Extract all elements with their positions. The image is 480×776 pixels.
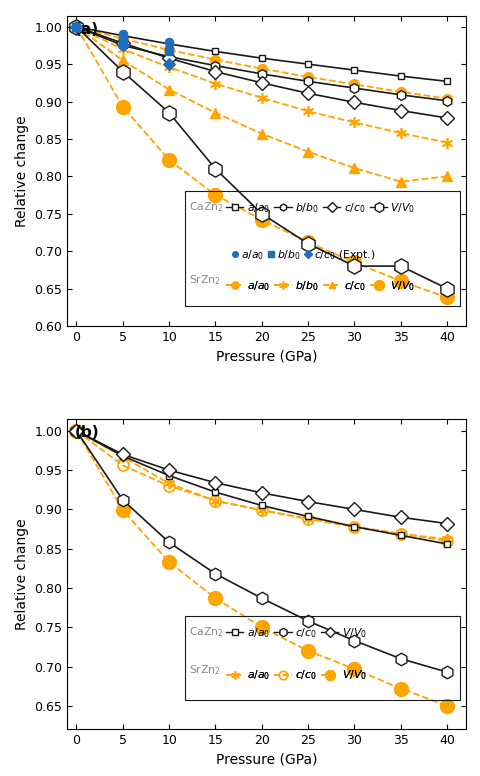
Point [119,40,127,52]
Text: SrZn$_2$: SrZn$_2$ [189,663,220,677]
Point [165,45,173,57]
Bar [185,191,460,306]
Text: CaZn$_2$: CaZn$_2$ [189,625,223,639]
Text: SrZn$_2$: SrZn$_2$ [189,274,220,287]
Point [165,58,173,71]
Text: CaZn$_2$: CaZn$_2$ [189,200,223,214]
Point [119,33,127,46]
Text: (b): (b) [75,425,100,440]
Legend: $a/a_0$, $c/c_0$, $V/V_0$: $a/a_0$, $c/c_0$, $V/V_0$ [226,668,367,682]
Point [72,20,80,33]
Point [119,28,127,40]
Point [72,20,80,33]
Point [165,36,173,48]
Y-axis label: Relative change: Relative change [15,518,29,630]
Legend: $a/a_0$, $b/b_0$, $c/c_0$, $V/V_0$: $a/a_0$, $b/b_0$, $c/c_0$, $V/V_0$ [226,279,415,293]
Bar [185,616,460,700]
Text: (a): (a) [75,22,99,36]
Y-axis label: Relative change: Relative change [15,115,29,227]
X-axis label: Pressure (GPa): Pressure (GPa) [216,349,317,363]
X-axis label: Pressure (GPa): Pressure (GPa) [216,753,317,767]
Point [72,20,80,33]
